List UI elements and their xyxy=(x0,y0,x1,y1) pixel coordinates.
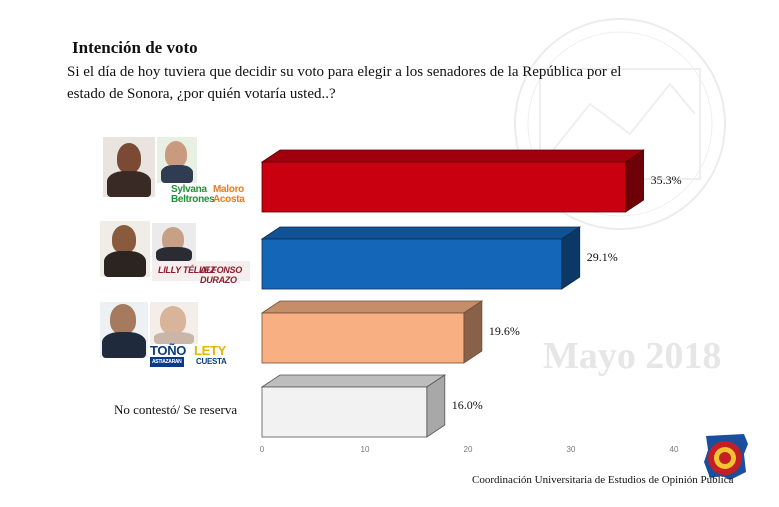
bar xyxy=(261,386,428,438)
candidate-name: ALFONSO DURAZO xyxy=(200,265,242,285)
candidate-name: LETY xyxy=(194,343,227,358)
candidate-surname: Beltrones xyxy=(171,194,215,205)
candidate-card-pan: TOÑO ASTIAZARAN LETY CUESTA xyxy=(100,302,245,367)
candidate-card-morena: LILLY TÉLLEZ ALFONSO DURAZO xyxy=(100,221,250,285)
bar-top-face xyxy=(260,374,447,388)
candidate-name: Sylvana xyxy=(171,184,207,195)
bar-top-face xyxy=(260,149,645,163)
chart-title: Intención de voto xyxy=(72,38,198,57)
bar xyxy=(261,161,626,213)
candidate-surname: Acosta xyxy=(213,194,245,205)
bar-value-label: 35.3% xyxy=(651,173,682,187)
bar-value-label: 29.1% xyxy=(587,250,618,264)
university-logo xyxy=(704,434,748,480)
bar xyxy=(261,312,465,364)
x-tick-label: 10 xyxy=(361,445,370,454)
bar-top-face xyxy=(260,226,582,240)
candidate-card-pri: Sylvana Beltrones Maloro Acosta xyxy=(103,137,250,207)
survey-question: Si el día de hoy tuviera que decidir su … xyxy=(67,64,622,102)
x-tick-label: 30 xyxy=(567,445,576,454)
candidate-name: LILLY TÉLLEZ xyxy=(158,265,216,275)
candidate-name: TOÑO xyxy=(150,343,187,358)
category-label-no-answer: No contestó/ Se reserva xyxy=(114,402,238,417)
bar-value-label: 16.0% xyxy=(452,398,483,412)
candidate-surname: CUESTA xyxy=(196,357,227,366)
x-tick-label: 20 xyxy=(464,445,473,454)
candidate-name: Maloro xyxy=(213,184,244,195)
date-watermark: Mayo 2018 xyxy=(543,335,722,377)
candidate-surname: ASTIAZARAN xyxy=(150,357,184,367)
bar-value-label: 19.6% xyxy=(489,324,520,338)
bar xyxy=(261,238,563,290)
x-tick-label: 0 xyxy=(260,445,265,454)
bar-top-face xyxy=(260,300,484,314)
x-tick-label: 40 xyxy=(670,445,679,454)
footer-credit: Coordinación Universitaria de Estudios d… xyxy=(472,474,734,486)
